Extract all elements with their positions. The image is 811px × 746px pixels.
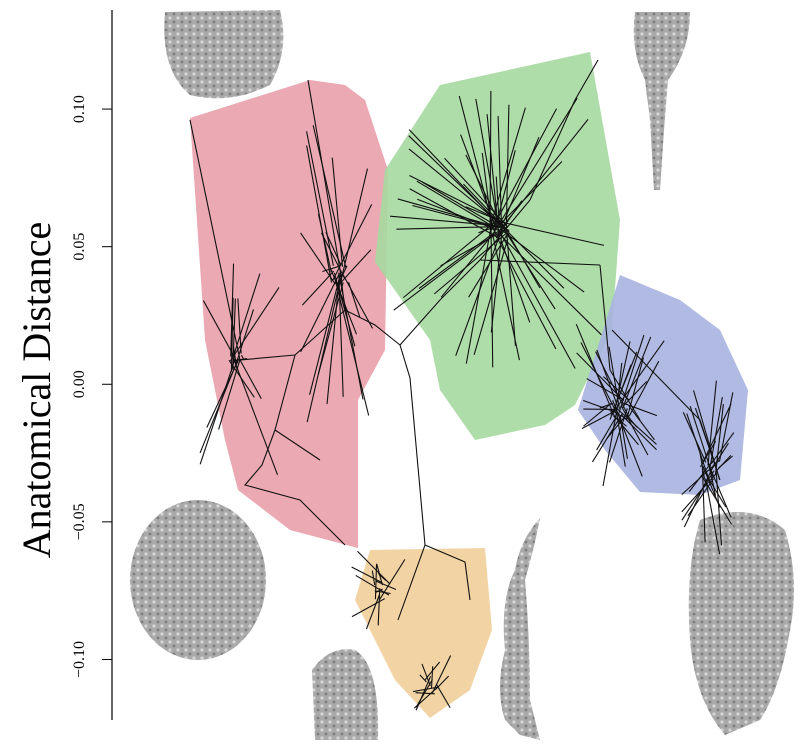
y-tick-label: 0.10 (71, 95, 88, 123)
y-tick-label: 0.00 (71, 370, 88, 398)
y-tick-label: −0.05 (71, 503, 88, 540)
y-axis-label: Anatomical Distance (14, 222, 59, 559)
group-hulls (190, 52, 748, 718)
chart: Anatomical Distance −0.10 −0.05 0.00 0.05 0.… (0, 0, 811, 746)
y-tick-label: −0.10 (71, 641, 88, 678)
y-tick-label: 0.05 (71, 233, 88, 261)
